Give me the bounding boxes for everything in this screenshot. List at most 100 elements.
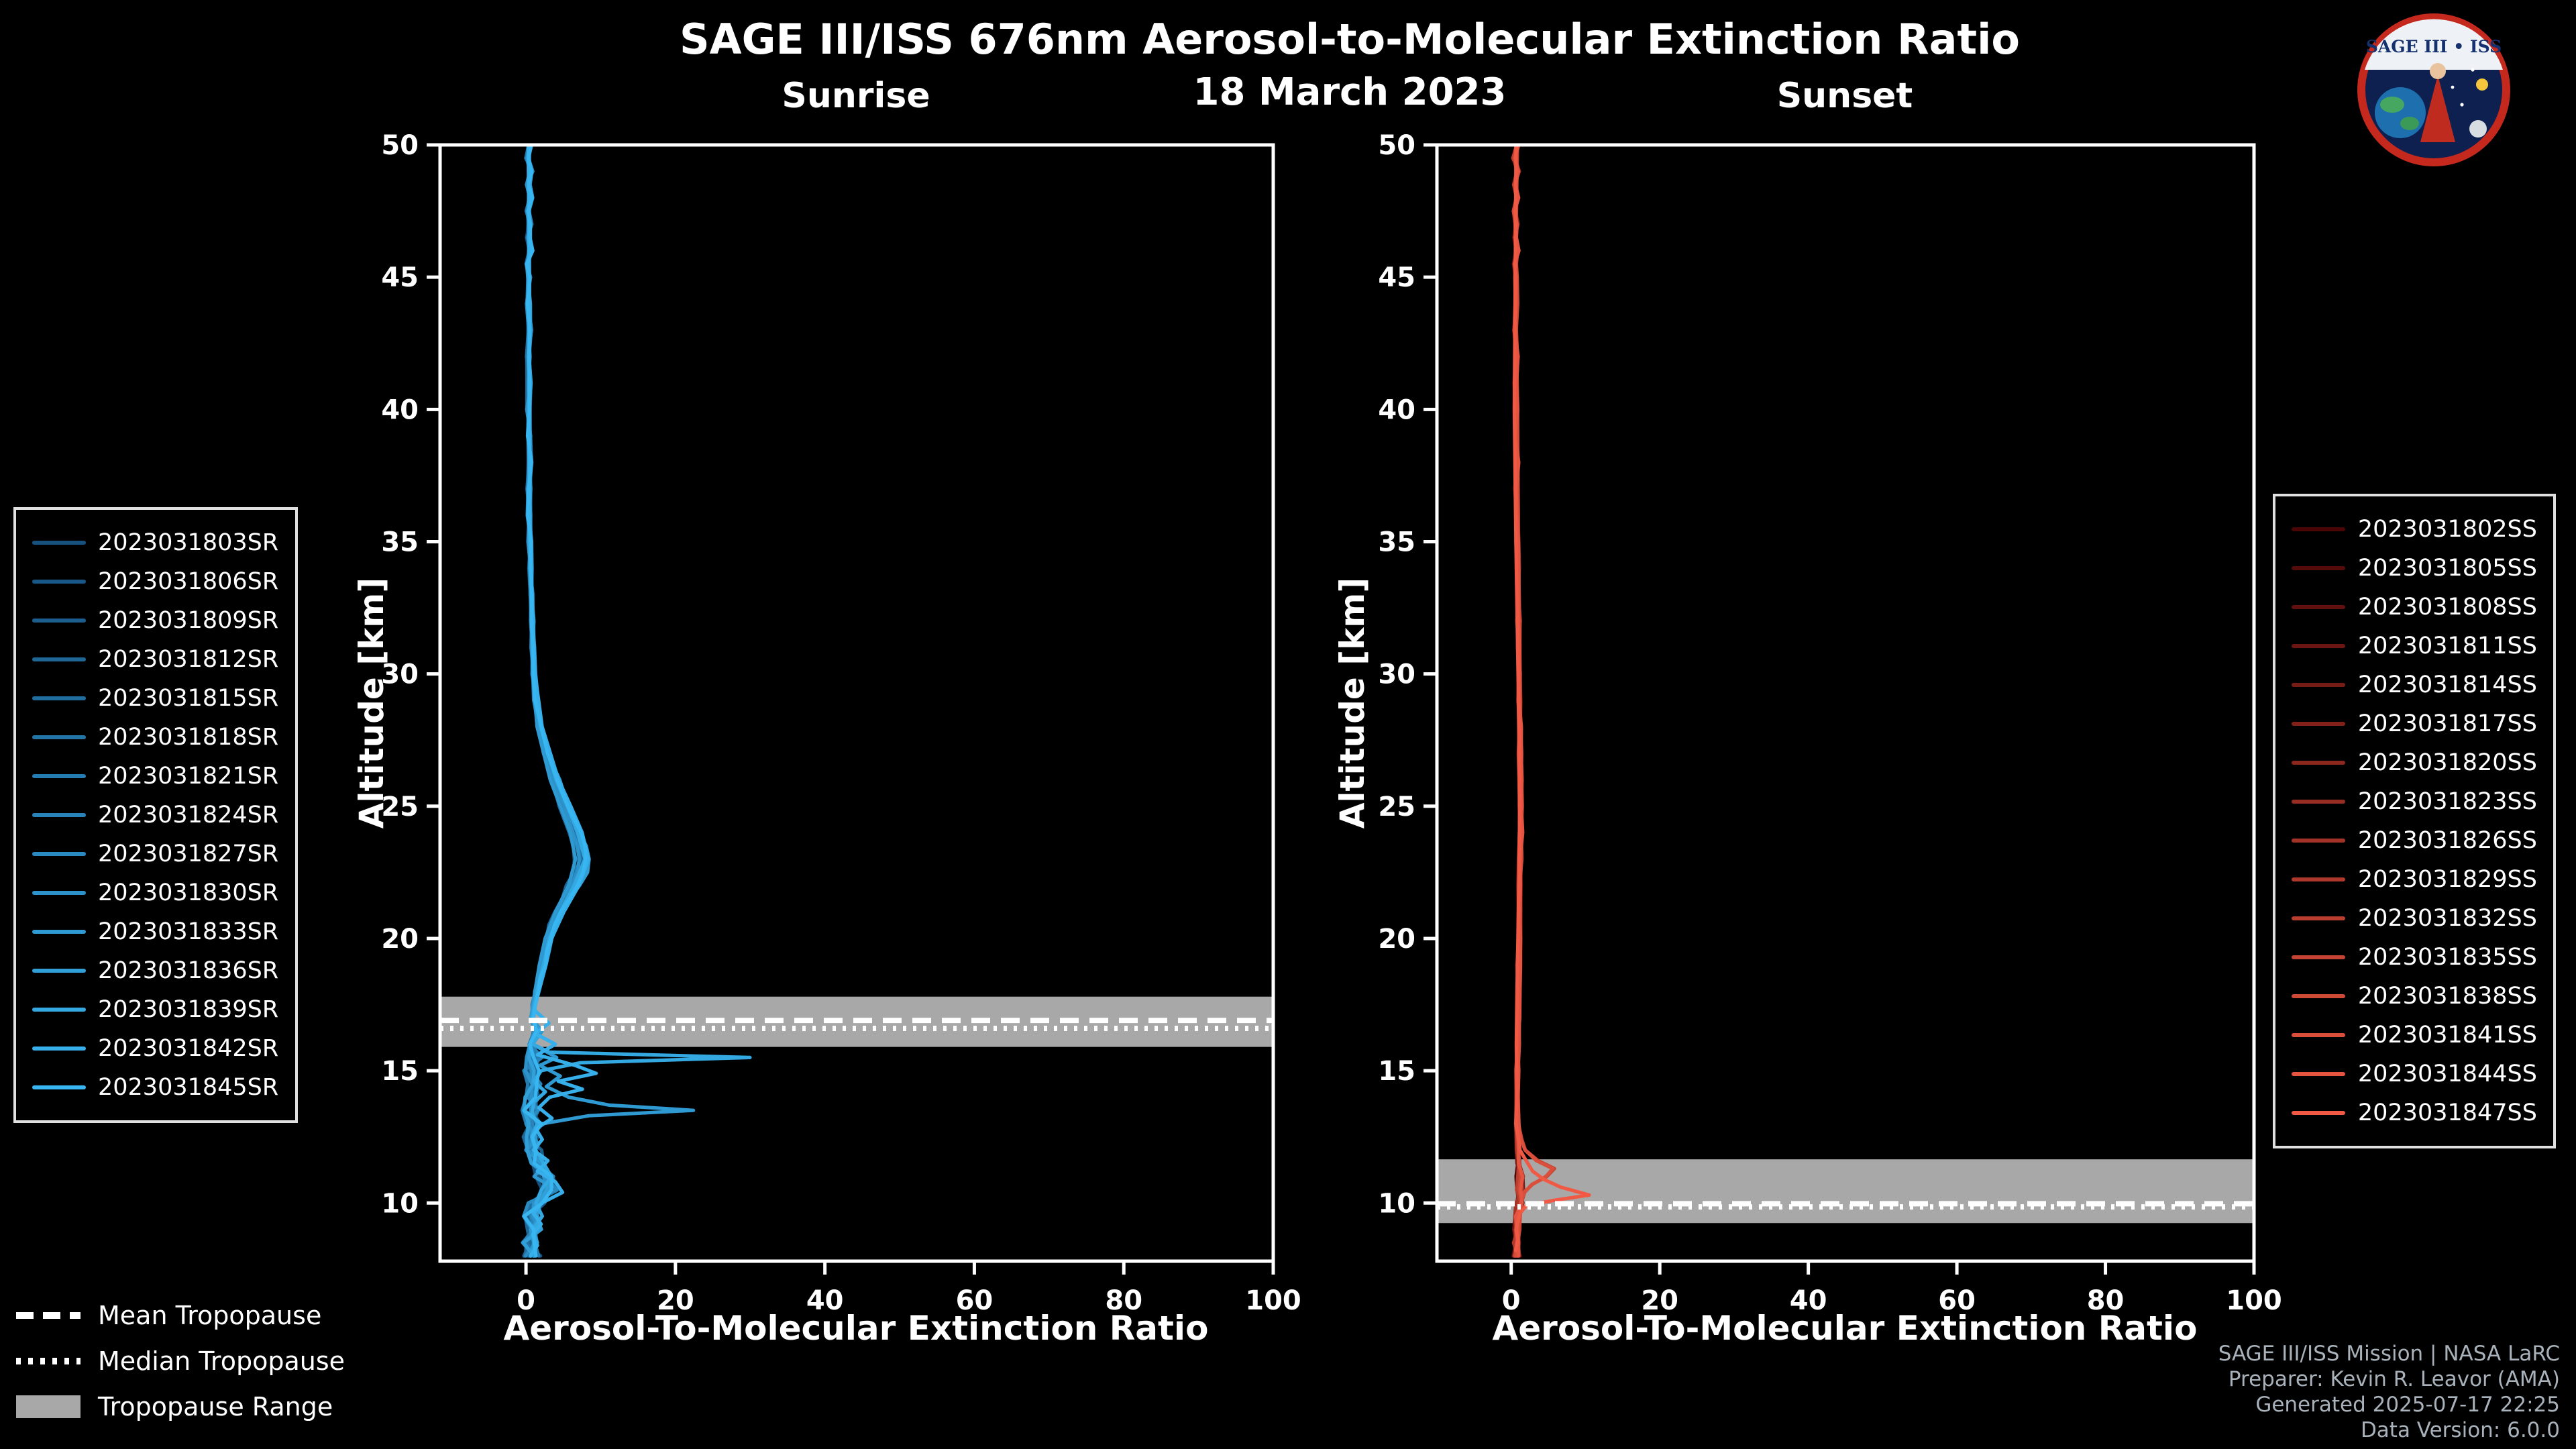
svg-text:50: 50 [1378,130,1415,161]
profile-line-2023031833SR [527,145,696,1258]
legend-line-sample [32,890,86,896]
legend-item: 2023031842SR [32,1029,278,1068]
legend-line-sample [32,1085,86,1090]
legend-event-label: 2023031806SR [98,568,279,595]
svg-text:35: 35 [1378,527,1415,557]
legend-item: 2023031847SS [2292,1093,2537,1132]
legend-item: 2023031821SR [32,757,278,796]
legend-line-sample [2292,721,2346,727]
profile-line-2023031845SR [522,145,588,1258]
legend-line-sample [32,1046,86,1051]
legend-event-label: 2023031835SS [2357,944,2537,971]
sunset-x-axis-label: Aerosol-To-Molecular Extinction Ratio [1492,1309,2198,1348]
legend-line-sample [32,1007,86,1012]
legend-item: 2023031811SS [2292,627,2537,665]
sunset-panel-title: Sunset [1776,76,1913,117]
legend-event-label: 2023031820SS [2357,749,2537,776]
svg-text:60: 60 [956,1285,994,1316]
legend-line-sample [32,618,86,623]
dotted-line-icon [16,1358,80,1364]
legend-item: 2023031845SR [32,1068,278,1107]
svg-text:45: 45 [1378,262,1415,293]
sunrise-legend: 2023031803SR 2023031806SR 2023031809SR 2023… [13,507,298,1123]
logo-sun-icon [2476,78,2488,91]
legend-line-sample [32,735,86,740]
dashed-line-icon [16,1312,80,1319]
svg-text:40: 40 [381,394,419,425]
legend-event-label: 2023031823SS [2357,788,2537,815]
legend-event-label: 2023031802SS [2357,516,2537,543]
legend-item: 2023031817SS [2292,704,2537,743]
svg-text:15: 15 [1378,1056,1415,1087]
svg-text:100: 100 [1245,1285,1301,1316]
legend-line-sample [32,851,86,857]
logo-figure-icon [2420,75,2455,142]
credit-generated: Generated 2025-07-17 22:25 [2255,1393,2560,1417]
legend-event-label: 2023031844SS [2357,1061,2537,1087]
legend-event-label: 2023031827SR [98,841,279,867]
legend-event-label: 2023031832SS [2357,905,2537,932]
svg-text:60: 60 [1938,1285,1976,1316]
median-tropopause-label: Median Tropopause [98,1346,345,1376]
legend-item: 2023031827SR [32,835,278,873]
legend-event-label: 2023031811SS [2357,633,2537,659]
legend-item: 2023031826SS [2292,821,2537,860]
legend-line-sample [2292,877,2346,882]
legend-line-sample [2292,955,2346,960]
legend-event-label: 2023031845SR [98,1074,279,1101]
legend-line-sample [2292,1071,2346,1077]
legend-event-label: 2023031833SR [98,918,279,945]
legend-line-sample [2292,604,2346,610]
legend-event-label: 2023031814SS [2357,672,2537,698]
logo-top-band [2365,19,2503,70]
legend-event-label: 2023031829SS [2357,866,2537,893]
sunrise-panel-title: Sunrise [782,76,930,117]
legend-item: 2023031809SR [32,601,278,640]
legend-event-label: 2023031836SR [98,957,279,984]
legend-line-sample [2292,838,2346,843]
mean-tropopause-legend-item: Mean Tropopause [16,1299,345,1332]
logo-earth-icon [2375,87,2426,138]
legend-event-label: 2023031817SS [2357,710,2537,737]
legend-line-sample [32,657,86,662]
legend-item: 2023031844SS [2292,1055,2537,1093]
legend-line-sample [32,696,86,701]
legend-event-label: 2023031838SS [2357,983,2537,1010]
legend-item: 2023031833SR [32,912,278,951]
svg-text:50: 50 [381,130,419,161]
legend-event-label: 2023031847SS [2357,1099,2537,1126]
logo-star [2471,68,2475,72]
svg-text:40: 40 [806,1285,844,1316]
legend-line-sample [2292,527,2346,532]
svg-text:35: 35 [381,527,419,557]
legend-event-label: 2023031805SS [2357,555,2537,582]
svg-text:45: 45 [381,262,419,293]
credit-preparer: Preparer: Kevin R. Leavor (AMA) [2228,1367,2560,1391]
svg-text:10: 10 [1378,1188,1415,1219]
svg-text:20: 20 [1641,1285,1678,1316]
logo-star [2451,85,2455,89]
svg-text:20: 20 [381,924,419,955]
logo-star [2460,103,2464,107]
legend-item: 2023031820SS [2292,743,2537,782]
legend-item: 2023031812SR [32,640,278,679]
legend-line-sample [2292,994,2346,999]
legend-item: 2023031805SS [2292,549,2537,588]
legend-event-label: 2023031839SR [98,996,279,1023]
logo-earth-land [2400,117,2419,130]
legend-item: 2023031830SR [32,873,278,912]
legend-line-sample [2292,1032,2346,1038]
median-tropopause-legend-item: Median Tropopause [16,1344,345,1378]
legend-item: 2023031814SS [2292,665,2537,704]
legend-line-sample [2292,760,2346,765]
svg-text:25: 25 [381,792,419,822]
legend-event-label: 2023031824SR [98,802,279,828]
profile-line-2023031847SS [1512,145,1591,1252]
legend-event-label: 2023031841SS [2357,1022,2537,1049]
legend-line-sample [32,773,86,779]
legend-item: 2023031815SR [32,679,278,718]
legend-line-sample [2292,682,2346,688]
legend-item: 2023031818SR [32,718,278,757]
logo-title: SAGE III • ISS [2366,37,2502,56]
legend-line-sample [32,812,86,818]
